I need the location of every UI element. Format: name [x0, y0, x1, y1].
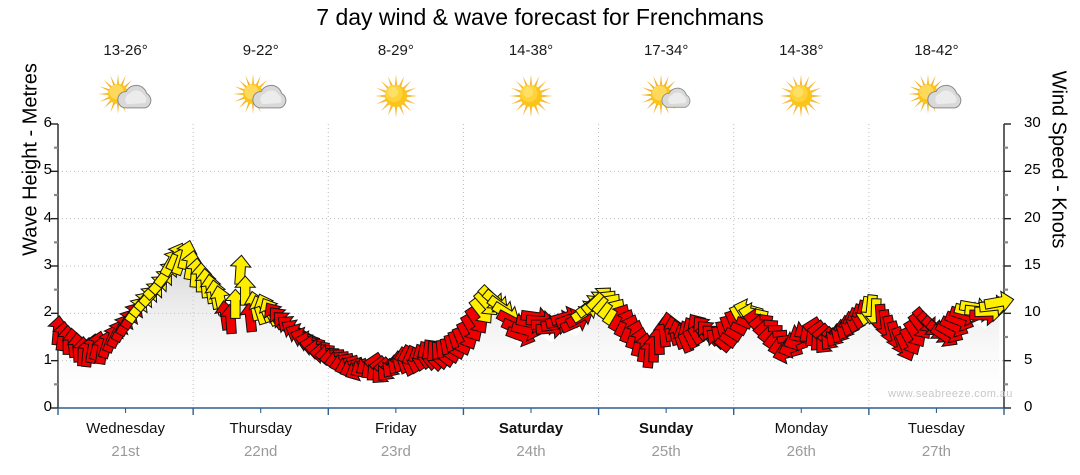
day-name-label: Thursday — [229, 420, 292, 437]
wind-arrow-series — [47, 239, 1015, 384]
sun-behind-cloud-icon — [201, 72, 321, 122]
day-name-label: Friday — [375, 420, 417, 437]
trace-shadow — [58, 268, 1000, 408]
day-date-label: 23rd — [380, 443, 411, 460]
right-tick-label: 25 — [1024, 161, 1041, 179]
left-tick-label: 1 — [43, 350, 52, 368]
left-tick-label: 3 — [43, 256, 52, 273]
day-date-label: 22nd — [244, 443, 278, 460]
temperature-label: 14-38° — [779, 42, 824, 59]
left-tick-label: 0 — [43, 398, 52, 415]
sun-icon — [741, 72, 861, 122]
left-tick-label: 6 — [43, 114, 52, 131]
watermark: www.seabreeze.com.au — [888, 388, 1013, 400]
sun-small-cloud-icon — [606, 72, 726, 122]
right-tick-label: 10 — [1024, 303, 1041, 321]
day-date-label: 21st — [111, 443, 140, 460]
temperature-label: 8-29° — [377, 42, 414, 59]
page-title: 7 day wind & wave forecast for Frenchman… — [316, 4, 764, 30]
left-tick-label: 4 — [43, 208, 52, 226]
sun-behind-cloud-icon — [66, 72, 186, 122]
day-name-label: Monday — [774, 420, 828, 437]
sun-icon — [471, 72, 591, 122]
right-tick-label: 0 — [1024, 398, 1033, 415]
wind-arrow-marker — [234, 275, 257, 306]
wind-arrow-marker — [983, 290, 1015, 313]
right-tick-label: 20 — [1024, 208, 1041, 226]
day-name-label: Saturday — [498, 420, 564, 437]
day-date-label: 26th — [786, 443, 816, 460]
temperature-label: 9-22° — [242, 42, 279, 59]
day-name-label: Tuesday — [907, 420, 965, 437]
right-tick-label: 30 — [1024, 114, 1041, 131]
right-tick-label: 15 — [1024, 256, 1041, 273]
day-date-label: 25th — [651, 443, 681, 460]
temperature-label: 13-26° — [103, 42, 148, 59]
sun-behind-cloud-icon — [876, 72, 996, 122]
temperature-label: 18-42° — [914, 42, 959, 59]
day-date-label: 27th — [921, 443, 952, 460]
right-tick-label: 5 — [1024, 350, 1033, 368]
left-tick-label: 2 — [43, 303, 52, 321]
day-name-label: Wednesday — [86, 420, 166, 437]
day-date-label: 24th — [516, 443, 546, 460]
temperature-label: 17-34° — [643, 42, 689, 59]
temperature-label: 14-38° — [508, 42, 554, 59]
day-name-label: Sunday — [639, 420, 694, 437]
sun-icon — [336, 72, 456, 122]
left-tick-label: 5 — [43, 161, 52, 179]
